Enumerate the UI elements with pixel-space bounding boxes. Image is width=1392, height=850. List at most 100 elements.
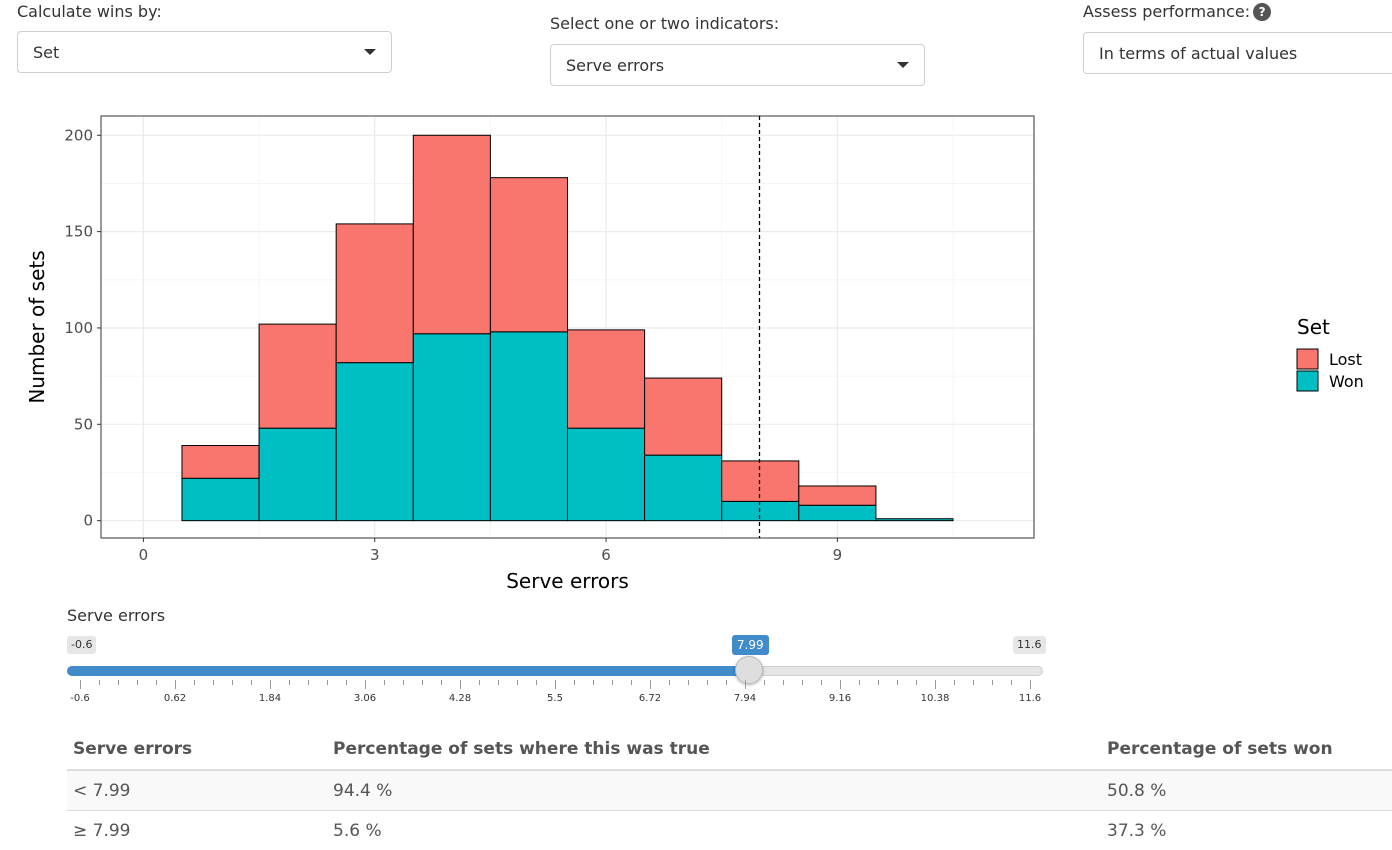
slider-minor-tick: [118, 680, 119, 685]
slider-major-tick: [650, 680, 651, 689]
indicators-value: Serve errors: [566, 56, 664, 75]
x-axis-title: Serve errors: [506, 569, 629, 593]
assess-select[interactable]: In terms of actual values: [1083, 32, 1392, 74]
wins-by-value: Set: [33, 43, 59, 62]
slider-minor-tick: [517, 680, 518, 685]
slider-major-tick: [1030, 680, 1031, 689]
y-tick-label: 150: [64, 223, 93, 241]
slider-minor-tick: [897, 680, 898, 685]
bar-won: [876, 519, 953, 521]
slider-major-tick: [460, 680, 461, 689]
slider-minor-tick: [232, 680, 233, 685]
summary-table: Serve errors Percentage of sets where th…: [67, 728, 1392, 850]
slider-tick-label: 4.28: [449, 693, 471, 704]
assess-label-wrap: Assess performance:?: [1083, 2, 1271, 21]
slider-minor-tick: [878, 680, 879, 685]
slider-tick-label: 10.38: [921, 693, 950, 704]
bar-won: [336, 363, 413, 521]
legend-label-lost: Lost: [1329, 350, 1362, 369]
x-tick-label: 3: [370, 546, 380, 564]
slider-minor-tick: [308, 680, 309, 685]
slider-minor-tick: [669, 680, 670, 685]
wins-by-select[interactable]: Set: [17, 31, 392, 73]
slider-tick-label: -0.6: [70, 693, 90, 704]
bar-won: [645, 455, 722, 521]
slider-minor-tick: [631, 680, 632, 685]
slider-minor-tick: [194, 680, 195, 685]
table-header: Percentage of sets won: [1101, 728, 1392, 770]
slider-minor-tick: [821, 680, 822, 685]
table-row: < 7.99 94.4 % 50.8 %: [67, 770, 1392, 811]
slider-tick-label: 5.5: [547, 693, 563, 704]
slider-minor-tick: [992, 680, 993, 685]
y-tick-label: 0: [83, 512, 93, 530]
slider-minor-tick: [346, 680, 347, 685]
table-cell: ≥ 7.99: [67, 811, 327, 850]
slider-minor-tick: [536, 680, 537, 685]
slider-major-tick: [175, 680, 176, 689]
table-cell: 50.8 %: [1101, 770, 1392, 811]
slider-tick-label: 9.16: [829, 693, 851, 704]
indicators-select[interactable]: Serve errors: [550, 44, 925, 86]
bar-lost: [645, 378, 722, 455]
slider-major-tick: [745, 680, 746, 689]
slider-minor-tick: [251, 680, 252, 685]
slider-tick-label: 1.84: [259, 693, 281, 704]
table-row: ≥ 7.99 5.6 % 37.3 %: [67, 811, 1392, 850]
slider-minor-tick: [764, 680, 765, 685]
slider-tick-label: 6.72: [639, 693, 661, 704]
slider-minor-tick: [916, 680, 917, 685]
bar-lost: [490, 178, 567, 332]
legend-key-won: [1297, 371, 1318, 391]
y-tick-label: 50: [74, 415, 93, 433]
slider-minor-tick: [384, 680, 385, 685]
question-circle-icon[interactable]: ?: [1253, 3, 1271, 21]
bar-won: [413, 334, 490, 521]
bar-won: [722, 501, 799, 520]
slider-minor-tick: [574, 680, 575, 685]
bar-lost: [413, 135, 490, 333]
indicators-label: Select one or two indicators:: [550, 14, 779, 33]
slider-minor-tick: [403, 680, 404, 685]
bar-lost: [336, 224, 413, 363]
slider-minor-tick: [707, 680, 708, 685]
slider-tick-label: 11.6: [1019, 693, 1041, 704]
slider-tick-label: 0.62: [164, 693, 186, 704]
slider-tick-label: 3.06: [354, 693, 376, 704]
slider-major-tick: [270, 680, 271, 689]
y-tick-label: 200: [64, 126, 93, 144]
slider-minor-tick: [859, 680, 860, 685]
slider-minor-tick: [783, 680, 784, 685]
legend-key-lost: [1297, 349, 1318, 369]
slider-minor-tick: [327, 680, 328, 685]
slider-minor-tick: [612, 680, 613, 685]
slider-major-tick: [935, 680, 936, 689]
table-header-row: Serve errors Percentage of sets where th…: [67, 728, 1392, 770]
slider-tick-label: 7.94: [734, 693, 756, 704]
x-tick-label: 9: [833, 546, 843, 564]
slider-max-label: 11.6: [1013, 636, 1046, 654]
slider-value-label: 7.99: [732, 635, 769, 655]
table-header: Percentage of sets where this was true: [327, 728, 1101, 770]
bar-won: [568, 428, 645, 520]
bar-lost: [799, 486, 876, 505]
bar-won: [182, 478, 259, 520]
table-cell: < 7.99: [67, 770, 327, 811]
x-tick-label: 6: [601, 546, 611, 564]
y-axis-title: Number of sets: [25, 250, 49, 403]
legend-label-won: Won: [1329, 372, 1364, 391]
x-tick-label: 0: [139, 546, 149, 564]
slider-minor-tick: [479, 680, 480, 685]
table-cell: 5.6 %: [327, 811, 1101, 850]
slider-minor-tick: [498, 680, 499, 685]
slider-major-tick: [365, 680, 366, 689]
slider-minor-tick: [688, 680, 689, 685]
bar-won: [799, 505, 876, 520]
slider-handle[interactable]: [735, 656, 763, 684]
chevron-down-icon: [897, 62, 909, 68]
assess-value: In terms of actual values: [1099, 44, 1297, 63]
slider-min-label: -0.6: [67, 636, 96, 654]
y-tick-label: 100: [64, 319, 93, 337]
bar-lost: [568, 330, 645, 428]
slider-major-tick: [840, 680, 841, 689]
